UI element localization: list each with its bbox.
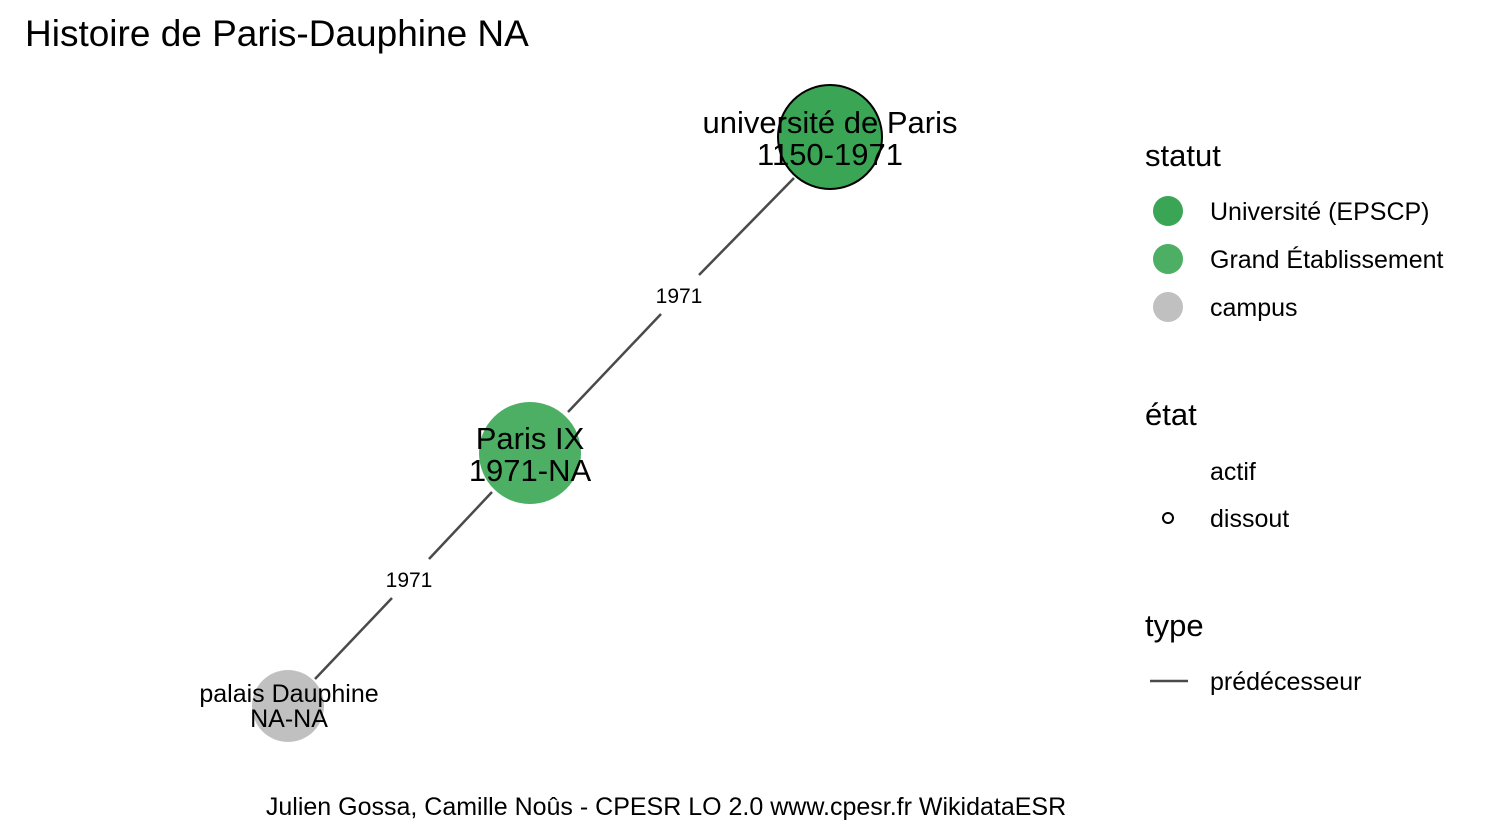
- edge-paris-ix-to-palais-dauphine: [428, 491, 493, 560]
- node-paris-ix: [479, 402, 581, 504]
- edge-universite-paris-to-paris-ix-lower: [567, 313, 662, 413]
- legend-key-dissout: [1162, 512, 1174, 524]
- legend-item-grand-etablissement: Grand Établissement: [1210, 245, 1444, 274]
- edge-paris-ix-to-palais-dauphine-lower: [314, 597, 393, 680]
- node-label-dates: 1971-NA: [469, 453, 592, 488]
- nodes: université de Paris 1150-1971 Paris IX 1…: [199, 84, 958, 742]
- legend-title-statut: statut: [1145, 138, 1221, 173]
- legend-title-etat: état: [1145, 397, 1197, 432]
- legend-key-campus: [1153, 292, 1183, 322]
- legend-title-type: type: [1145, 608, 1204, 643]
- node-label-dates: NA-NA: [250, 705, 328, 733]
- node-label-name: Paris IX: [476, 421, 585, 456]
- node-label-name: palais Dauphine: [199, 680, 378, 708]
- node-label-dates: 1150-1971: [757, 137, 903, 172]
- edge-label: 1971: [386, 569, 433, 592]
- legend-key-grand-etablissement: [1153, 244, 1183, 274]
- legend-item-dissout: dissout: [1210, 505, 1289, 533]
- node-palais-dauphine: [252, 670, 324, 742]
- diagram-title: Histoire de Paris-Dauphine NA: [25, 13, 529, 54]
- legend-item-universite: Université (EPSCP): [1210, 198, 1430, 226]
- legend-item-campus: campus: [1210, 294, 1298, 322]
- edges: 1971 1971: [314, 177, 795, 680]
- legend: statut Université (EPSCP) Grand Établiss…: [1145, 138, 1444, 696]
- node-universite-de-paris: [777, 84, 883, 190]
- node-label-name: université de Paris: [702, 105, 957, 140]
- caption: Julien Gossa, Camille Noûs - CPESR LO 2.…: [266, 793, 1066, 821]
- edge-universite-paris-to-paris-ix: [698, 177, 795, 276]
- edge-label: 1971: [656, 285, 703, 308]
- legend-key-universite: [1153, 196, 1183, 226]
- legend-item-actif: actif: [1210, 458, 1256, 486]
- legend-item-predecesseur: prédécesseur: [1210, 668, 1361, 696]
